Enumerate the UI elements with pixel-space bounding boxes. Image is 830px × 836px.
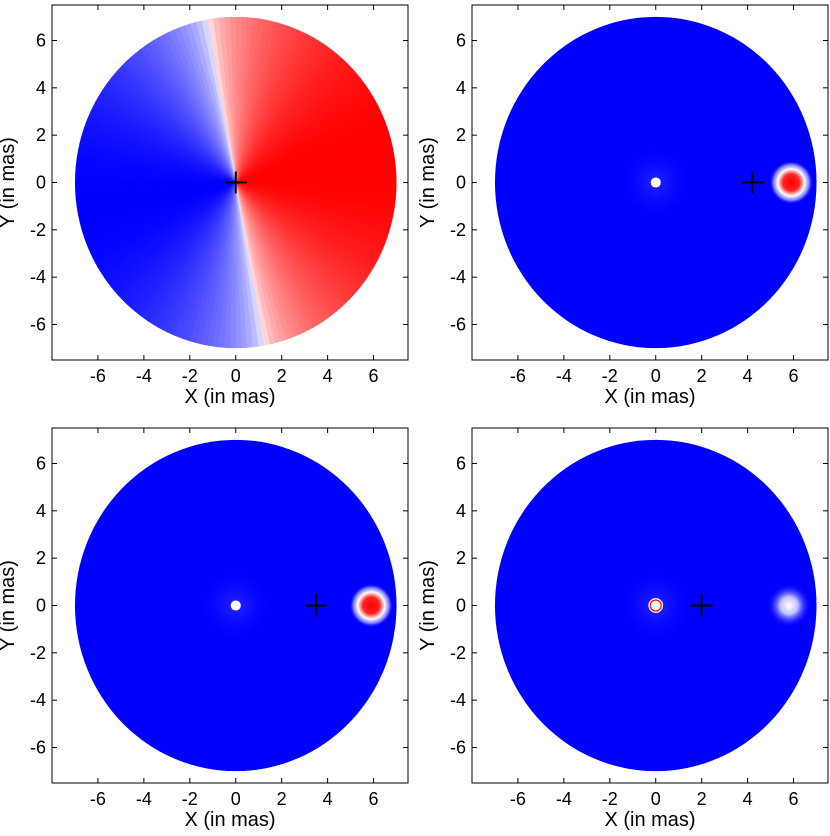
x-tick-label: 2 [697, 789, 707, 809]
y-tick-label: -2 [30, 220, 46, 240]
center-spot [230, 600, 241, 611]
x-tick-label: 2 [277, 789, 287, 809]
panel-top-left: -6 -4 -2 0 2 4 6 -6 -4 -2 0 2 4 6 X (in mas) Y (in mas) [0, 4, 409, 408]
plus-marker [305, 594, 328, 617]
y-tick-label: 2 [456, 548, 466, 568]
y-tick-label: 6 [456, 31, 466, 51]
x-tick-label: 6 [789, 789, 799, 809]
y-axis-label: Y (in mas) [417, 137, 439, 228]
center-ring [649, 599, 662, 612]
y-tick-label: 6 [456, 454, 466, 474]
y-axis-label: Y (in mas) [0, 137, 19, 228]
x-axis-label: X (in mas) [604, 386, 695, 408]
panel-top-right: -6 -4 -2 0 2 4 6 -6 -4 -2 0 2 4 6 X (in mas) Y (in mas) [417, 4, 829, 408]
x-tick-label: 0 [651, 789, 661, 809]
x-tick-label: 0 [651, 366, 661, 386]
bright-spot [767, 583, 811, 628]
heatmap-image [74, 439, 397, 772]
y-tick-label: -6 [450, 315, 466, 335]
y-tick-label: -2 [450, 220, 466, 240]
x-tick-label: 6 [369, 366, 379, 386]
x-axis-label: X (in mas) [184, 386, 275, 408]
x-tick-label: -2 [602, 789, 618, 809]
bright-spot [349, 583, 394, 628]
y-tick-label: -6 [450, 738, 466, 758]
x-tick-label: 0 [231, 789, 241, 809]
panel-bottom-right: -6 -4 -2 0 2 4 6 -6 -4 -2 0 2 4 6 X (in mas) Y (in mas) [417, 427, 829, 831]
x-axis-label: X (in mas) [184, 809, 275, 831]
x-tick-label: -6 [510, 789, 526, 809]
y-tick-label: 4 [36, 501, 46, 521]
y-tick-label: 2 [456, 125, 466, 145]
y-tick-label: 0 [456, 173, 466, 193]
center-spot [650, 177, 661, 188]
y-tick-label: 0 [36, 596, 46, 616]
x-tick-label: 6 [369, 789, 379, 809]
y-tick-label: -6 [30, 738, 46, 758]
x-tick-label: 6 [789, 366, 799, 386]
y-tick-label: 2 [36, 548, 46, 568]
y-tick-label: -4 [450, 267, 466, 287]
y-tick-label: 4 [456, 501, 466, 521]
x-tick-label: 4 [743, 366, 753, 386]
x-tick-label: 4 [323, 789, 333, 809]
x-tick-label: 4 [323, 366, 333, 386]
y-tick-label: -6 [30, 315, 46, 335]
y-tick-label: 2 [36, 125, 46, 145]
y-axis-label: Y (in mas) [417, 560, 439, 651]
x-tick-label: -6 [90, 789, 106, 809]
plus-marker [690, 594, 713, 617]
y-tick-label: 4 [456, 78, 466, 98]
y-tick-label: -4 [30, 690, 46, 710]
plus-marker [741, 171, 764, 194]
x-tick-label: 4 [743, 789, 753, 809]
heatmap-image [494, 439, 817, 772]
y-tick-label: 4 [36, 78, 46, 98]
x-tick-label: -6 [90, 366, 106, 386]
x-tick-label: -6 [510, 366, 526, 386]
y-tick-label: 6 [36, 31, 46, 51]
y-tick-label: -2 [450, 643, 466, 663]
y-tick-label: -4 [30, 267, 46, 287]
x-tick-label: -4 [136, 366, 152, 386]
bright-spot [769, 160, 814, 205]
y-axis-label: Y (in mas) [0, 560, 19, 651]
y-tick-label: 0 [456, 596, 466, 616]
heatmap-image [74, 16, 397, 349]
x-tick-label: -2 [182, 366, 198, 386]
y-tick-label: 6 [36, 454, 46, 474]
x-axis-label: X (in mas) [604, 809, 695, 831]
x-tick-label: -4 [556, 366, 572, 386]
plus-marker [224, 171, 247, 194]
y-tick-label: -4 [450, 690, 466, 710]
x-tick-label: -4 [556, 789, 572, 809]
x-tick-label: 2 [277, 366, 287, 386]
panel-bottom-left: -6 -4 -2 0 2 4 6 -6 -4 -2 0 2 4 6 X (in mas) Y (in mas) [0, 427, 409, 831]
y-tick-label: 0 [36, 173, 46, 193]
x-tick-label: 0 [231, 366, 241, 386]
y-tick-label: -2 [30, 643, 46, 663]
x-tick-label: -2 [602, 366, 618, 386]
x-tick-label: -4 [136, 789, 152, 809]
x-tick-label: 2 [697, 366, 707, 386]
x-tick-label: -2 [182, 789, 198, 809]
